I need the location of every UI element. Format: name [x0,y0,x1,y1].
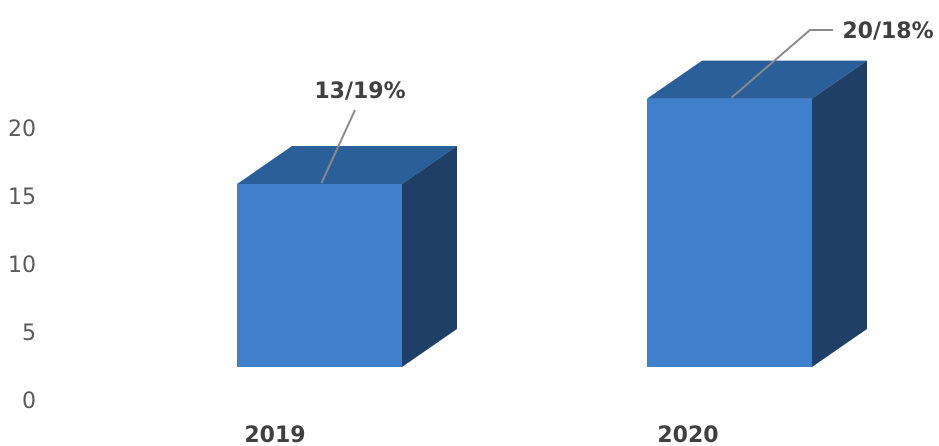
data-label-leader [730,29,833,99]
bar-2019 [237,146,457,367]
bar-front-face [237,184,402,367]
bar-2020 [647,60,867,367]
bar-top-face [237,146,457,184]
data-label-leaders [320,29,833,184]
data-label-2019: 13/19% [314,79,405,104]
x-axis-categories: 2019 2020 [244,423,718,446]
y-tick-label: 5 [22,321,36,346]
category-label-2019: 2019 [244,423,305,446]
bar-top-face [647,60,867,99]
y-tick-label: 0 [22,389,36,414]
y-tick-label: 10 [8,253,36,278]
y-axis-ticks: 0 5 10 15 20 [8,117,36,414]
y-tick-label: 15 [8,185,36,210]
bar-side-face [402,146,457,367]
bar-front-face [647,98,812,367]
data-label-2020: 20/18% [842,19,933,44]
bar-side-face [812,60,867,367]
data-label-leader [320,109,356,184]
data-labels-group: 13/19% 20/18% [314,19,933,104]
category-label-2020: 2020 [657,423,718,446]
bars-group [237,60,867,367]
y-tick-label: 20 [8,117,36,142]
